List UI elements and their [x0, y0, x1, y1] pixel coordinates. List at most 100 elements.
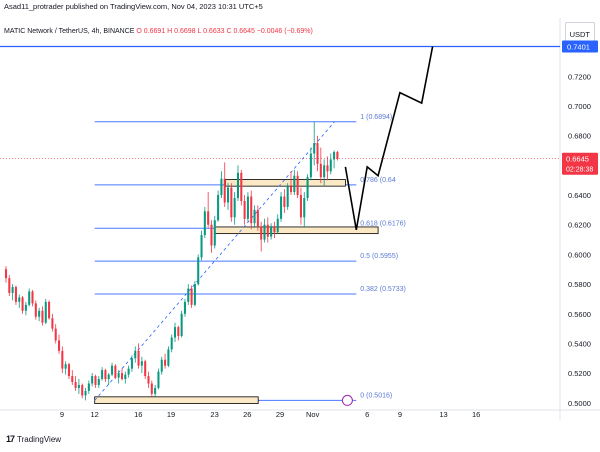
- candle-body: [200, 235, 203, 258]
- candle-body: [217, 195, 220, 221]
- candle-body: [28, 291, 31, 305]
- fib-level-label: 0.786 (0.64: [360, 177, 396, 184]
- candle-body: [177, 327, 180, 337]
- candle-body: [223, 178, 226, 203]
- candle-body: [147, 376, 150, 384]
- candle-body: [101, 370, 104, 380]
- candle-body: [154, 387, 157, 394]
- currency-label: USDT: [569, 30, 590, 39]
- candle-body: [160, 359, 163, 372]
- x-tick-label: 9: [60, 410, 64, 419]
- candle-body: [303, 198, 306, 218]
- candle-body: [127, 368, 130, 375]
- candle-body: [81, 384, 84, 396]
- candle-body: [61, 350, 64, 369]
- candle-body: [193, 284, 196, 305]
- current-price-label: 0.6645: [566, 155, 589, 164]
- candle-body: [134, 350, 137, 359]
- candle-body: [309, 153, 312, 178]
- alert-marker-icon: [341, 394, 353, 406]
- symbol-legend: MATIC Network / TetherUS, 4h, BINANCE O …: [4, 28, 313, 35]
- symbol-title[interactable]: MATIC Network / TetherUS, 4h, BINANCE: [4, 28, 135, 35]
- y-tick-label: 0.5000: [568, 399, 591, 408]
- candle-body: [150, 383, 153, 394]
- candle-body: [137, 350, 140, 366]
- candle-body: [230, 187, 233, 218]
- candle-body: [336, 151, 339, 159]
- ohlc-values: O 0.6691 H 0.6698 L 0.6633 C 0.6645 −0.0…: [136, 28, 313, 35]
- candle-body: [11, 287, 14, 293]
- candle-body: [97, 379, 100, 385]
- candle-body: [164, 359, 167, 366]
- y-tick-label: 0.6400: [568, 191, 591, 200]
- y-tick-label: 0.7000: [568, 102, 591, 111]
- candle-body: [243, 200, 246, 219]
- candle-body: [74, 382, 77, 388]
- candle-body: [54, 328, 57, 341]
- candle-body: [250, 196, 253, 224]
- support-zone-box: [94, 396, 259, 404]
- candle-body: [273, 226, 276, 233]
- candle-body: [236, 172, 240, 199]
- candle-body: [87, 383, 90, 391]
- bar-countdown-label: 02:28:38: [566, 167, 593, 174]
- candle-body: [77, 384, 80, 388]
- candle-body: [111, 365, 114, 375]
- fib-level-label: 1 (0.6894): [360, 114, 392, 121]
- candle-body: [333, 152, 336, 160]
- candle-body: [170, 337, 173, 350]
- candle-body: [240, 172, 243, 201]
- candle-body: [167, 349, 170, 366]
- fib-level-label: 0.5 (0.5955): [360, 253, 398, 260]
- candle-body: [67, 364, 70, 377]
- top-level-price-label: 0.7401: [567, 43, 590, 52]
- candle-body: [289, 186, 293, 193]
- support-zone-box: [225, 179, 346, 187]
- candle-body: [183, 301, 186, 314]
- y-tick-label: 0.5200: [568, 369, 591, 378]
- candle-body: [34, 303, 37, 317]
- candle-body: [140, 361, 143, 366]
- candle-body: [117, 373, 120, 378]
- candle-body: [24, 304, 27, 311]
- candle-body: [246, 196, 249, 219]
- x-tick-label: 9: [398, 410, 402, 419]
- candle-body: [253, 209, 256, 224]
- candle-body: [203, 211, 206, 236]
- candle-body: [21, 297, 24, 311]
- x-tick-label: 29: [276, 410, 284, 419]
- candle-body: [187, 288, 190, 302]
- candle-body: [280, 196, 283, 219]
- candle-body: [260, 226, 263, 240]
- fib-level-label: 0.382 (0.5733): [360, 286, 406, 293]
- candle-body: [31, 291, 34, 304]
- candle-body: [120, 373, 124, 380]
- candle-body: [4, 269, 8, 279]
- candle-body: [256, 209, 259, 227]
- candle-body: [207, 211, 210, 225]
- footer: 17 TradingView: [6, 434, 61, 444]
- candle-body: [57, 340, 61, 351]
- candle-body: [64, 364, 67, 369]
- candle-body: [130, 358, 133, 369]
- candle-body: [306, 177, 309, 199]
- candle-body: [48, 301, 51, 319]
- y-tick-label: 0.6800: [568, 132, 591, 141]
- candle-body: [293, 175, 296, 193]
- footer-brand: TradingView: [17, 434, 62, 444]
- support-zone-box: [214, 226, 379, 235]
- candle-body: [316, 143, 319, 164]
- tradingview-logo-icon: 17: [6, 434, 15, 444]
- candle-body: [197, 257, 200, 285]
- candle-body: [91, 376, 94, 384]
- candle-body: [104, 370, 107, 380]
- candle-body: [18, 297, 21, 302]
- y-tick-label: 0.6200: [568, 221, 591, 230]
- candle-body: [190, 288, 193, 305]
- y-tick-label: 0.6000: [568, 250, 591, 259]
- fib-level-label: 0 (0.5016): [360, 392, 392, 399]
- candle-body: [283, 196, 286, 207]
- x-tick-label: 16: [134, 410, 142, 419]
- x-tick-label: 6: [365, 410, 369, 419]
